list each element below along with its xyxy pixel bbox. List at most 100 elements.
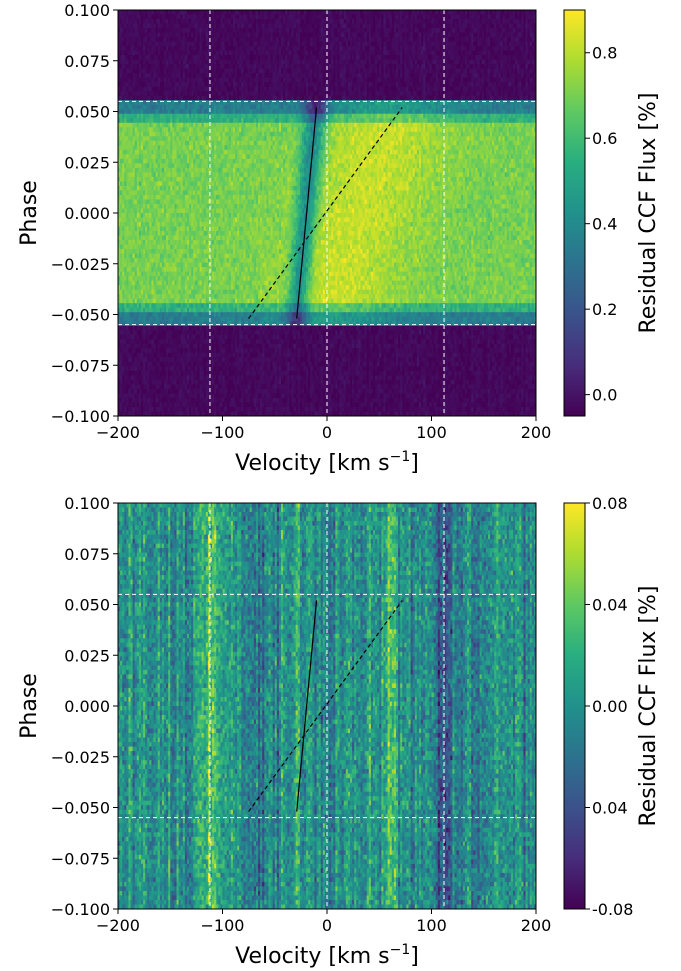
heatmap-cell xyxy=(299,59,303,65)
heatmap-cell xyxy=(431,104,435,110)
heatmap-cell xyxy=(456,46,460,52)
heatmap-cell xyxy=(151,104,155,110)
heatmap-cell xyxy=(308,77,311,83)
heatmap-cell xyxy=(195,32,199,38)
heatmap-cell xyxy=(247,41,251,47)
heatmap-cell xyxy=(184,19,188,25)
heatmap-cell xyxy=(327,59,330,65)
heatmap-cell xyxy=(510,109,514,115)
heatmap-cell xyxy=(360,19,364,25)
heatmap-cell xyxy=(124,37,127,43)
heatmap-cell xyxy=(354,91,357,97)
heatmap-cell xyxy=(446,113,449,119)
heatmap-cell xyxy=(345,100,349,106)
heatmap-cell xyxy=(473,113,476,119)
heatmap-cell xyxy=(508,32,512,38)
heatmap-cell xyxy=(521,50,525,56)
heatmap-cell xyxy=(387,32,391,38)
heatmap-cell xyxy=(278,68,282,74)
heatmap-cell xyxy=(494,100,497,106)
heatmap-cell xyxy=(339,28,343,34)
heatmap-cell xyxy=(335,10,339,16)
heatmap-cell xyxy=(241,95,244,101)
heatmap-cell xyxy=(339,77,343,83)
heatmap-cell xyxy=(418,73,422,79)
heatmap-cell xyxy=(168,55,171,61)
heatmap-cell xyxy=(295,118,299,124)
heatmap-cell xyxy=(531,23,535,29)
heatmap-cell xyxy=(444,64,447,70)
heatmap-cell xyxy=(216,82,219,88)
heatmap-cell xyxy=(456,109,460,115)
heatmap-cell xyxy=(412,10,416,16)
heatmap-cell xyxy=(140,109,144,115)
heatmap-cell xyxy=(500,104,504,110)
heatmap-cell xyxy=(381,73,385,79)
heatmap-cell xyxy=(429,10,433,16)
heatmap-cell xyxy=(207,59,211,65)
heatmap-cell xyxy=(268,37,272,43)
heatmap-cell xyxy=(136,23,140,29)
heatmap-cell xyxy=(147,14,150,20)
heatmap-cell xyxy=(490,95,493,101)
heatmap-cell xyxy=(203,37,207,43)
heatmap-cell xyxy=(360,32,364,38)
heatmap-cell xyxy=(216,118,219,124)
heatmap-cell xyxy=(172,113,176,119)
heatmap-cell xyxy=(226,104,230,110)
heatmap-cell xyxy=(393,109,397,115)
heatmap-cell xyxy=(456,41,460,47)
heatmap-cell xyxy=(312,100,316,106)
heatmap-cell xyxy=(441,100,445,106)
heatmap-cell xyxy=(452,32,456,38)
heatmap-cell xyxy=(377,55,380,61)
heatmap-cell xyxy=(235,37,238,43)
heatmap-cell xyxy=(337,28,341,34)
heatmap-cell xyxy=(272,59,276,65)
heatmap-cell xyxy=(458,19,462,25)
heatmap-cell xyxy=(372,73,376,79)
heatmap-cell xyxy=(218,64,222,70)
heatmap-cell xyxy=(314,104,318,110)
heatmap-cell xyxy=(435,82,439,88)
heatmap-cell xyxy=(268,104,272,110)
heatmap-cell xyxy=(408,68,412,74)
heatmap-cell xyxy=(467,82,470,88)
heatmap-cell xyxy=(237,73,240,79)
heatmap-cell xyxy=(138,109,142,115)
heatmap-cell xyxy=(347,55,351,61)
heatmap-cell xyxy=(529,23,533,29)
heatmap-cell xyxy=(395,23,399,29)
heatmap-cell xyxy=(418,113,422,119)
heatmap-cell xyxy=(487,68,491,74)
heatmap-cell xyxy=(209,64,213,70)
heatmap-cell xyxy=(460,113,464,119)
heatmap-cell xyxy=(291,28,295,34)
heatmap-cell xyxy=(452,73,456,79)
heatmap-cell xyxy=(329,28,332,34)
heatmap-cell xyxy=(360,109,364,115)
heatmap-cell xyxy=(241,23,244,29)
heatmap-cell xyxy=(504,113,508,119)
heatmap-cell xyxy=(429,41,433,47)
heatmap-cell xyxy=(400,50,403,56)
heatmap-cell xyxy=(337,37,341,43)
heatmap-cell xyxy=(469,73,472,79)
heatmap-cell xyxy=(335,68,339,74)
heatmap-cell xyxy=(389,55,393,61)
heatmap-cell xyxy=(400,23,403,29)
heatmap-cell xyxy=(492,14,495,20)
heatmap-cell xyxy=(531,14,535,20)
heatmap-cell xyxy=(519,118,522,124)
heatmap-cell xyxy=(439,23,443,29)
heatmap-cell xyxy=(124,23,127,29)
heatmap-cell xyxy=(118,14,121,20)
heatmap-cell xyxy=(421,46,424,52)
heatmap-cell xyxy=(492,82,495,88)
heatmap-cell xyxy=(222,77,226,83)
heatmap-cell xyxy=(235,10,238,16)
heatmap-cell xyxy=(322,86,326,92)
heatmap-cell xyxy=(216,113,219,119)
heatmap-cell xyxy=(425,73,428,79)
heatmap-cell xyxy=(151,28,155,34)
